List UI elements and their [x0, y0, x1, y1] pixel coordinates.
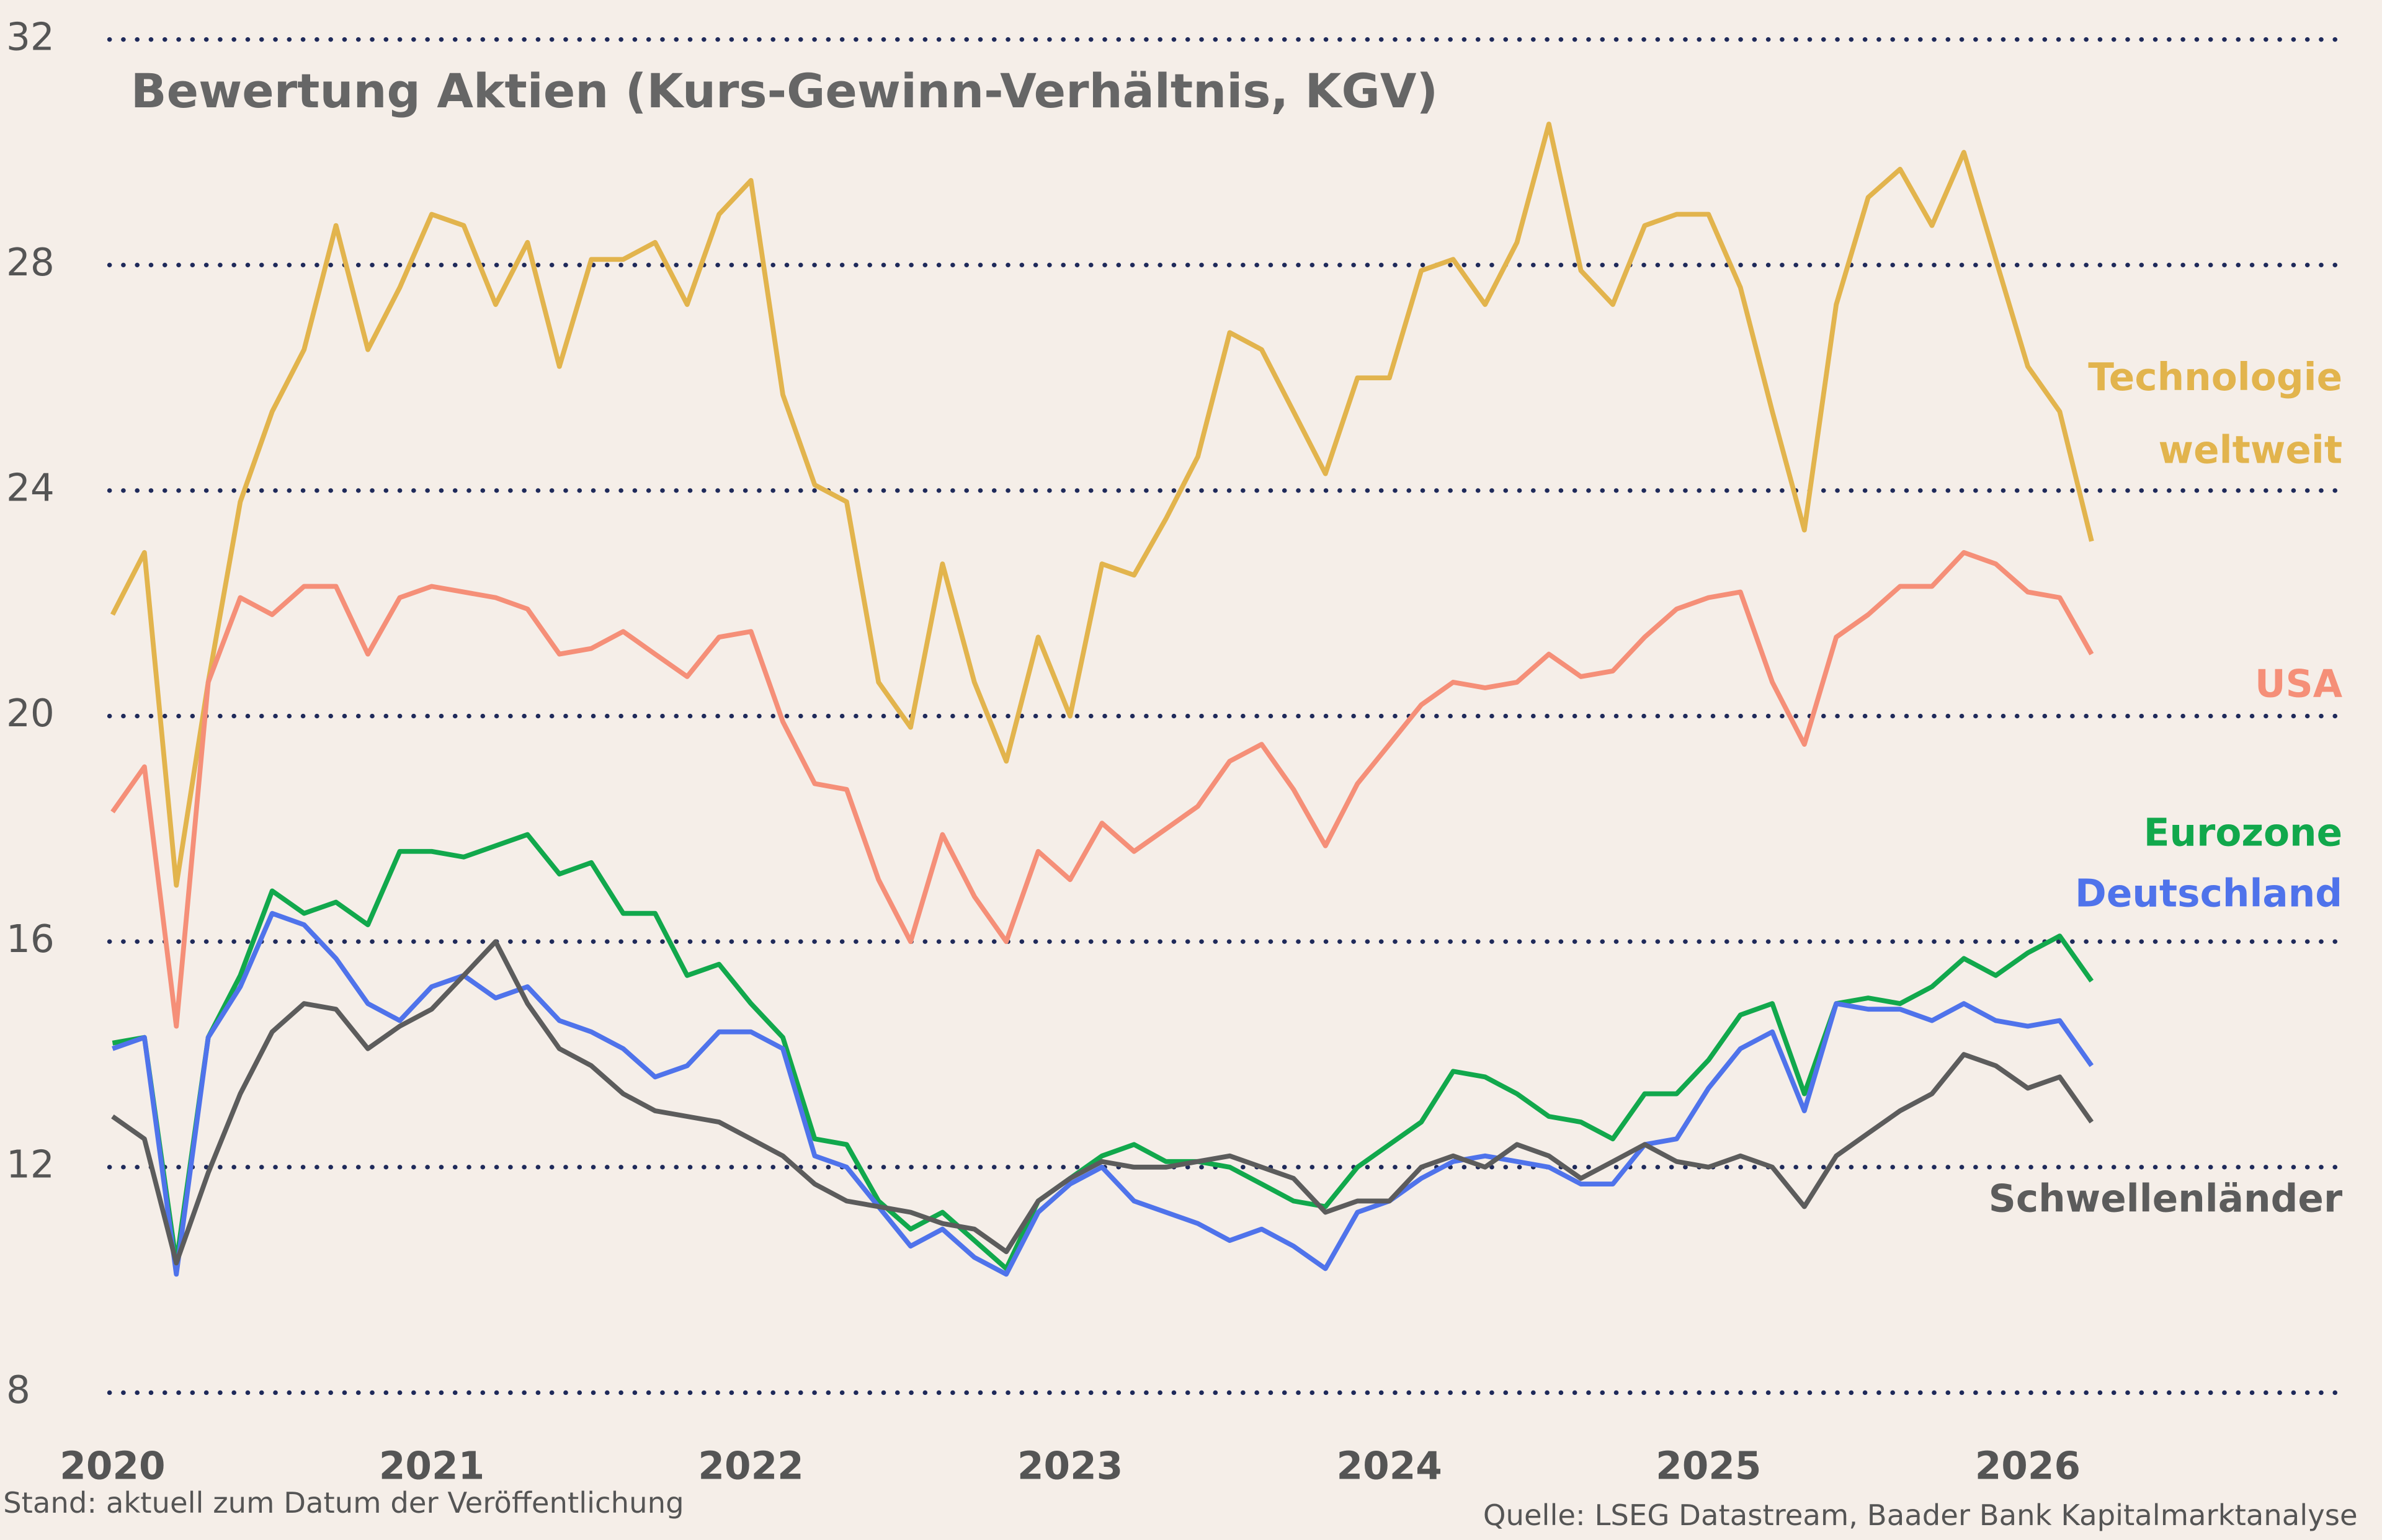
series-line [111, 939, 2094, 1266]
x-tick-label: 2025 [1656, 1444, 1761, 1489]
series-line [110, 550, 2094, 1029]
x-tick-label: 2022 [698, 1444, 803, 1489]
y-tick-label: 20 [6, 692, 55, 736]
y-tick-label: 32 [6, 15, 55, 59]
series-label-line: Technologie [2088, 355, 2342, 399]
series-label: Technologie weltweit [2088, 355, 2342, 473]
y-tick-label: 12 [6, 1142, 55, 1186]
y-tick-label: 16 [6, 917, 55, 961]
y-tick-label: 8 [6, 1368, 30, 1412]
source: Quelle: LSEG Datastream, Baader Bank Kap… [1483, 1498, 2358, 1532]
series-line [112, 910, 2094, 1277]
y-tick-label: 24 [6, 466, 55, 510]
series-label-line: weltweit [2159, 428, 2343, 472]
footnote: Stand: aktuell zum Datum der Veröffentli… [3, 1486, 684, 1520]
x-tick-label: 2026 [1975, 1444, 2081, 1489]
series-label: Deutschland [2075, 871, 2342, 915]
x-tick-label: 2024 [1337, 1444, 1442, 1489]
series-line [112, 832, 2094, 1271]
x-tick-label: 2021 [379, 1444, 484, 1489]
x-tick-label: 2023 [1017, 1444, 1123, 1489]
series-label: USA [2255, 662, 2343, 706]
series-label: Eurozone [2144, 811, 2342, 855]
series-label: Schwellenländer [1989, 1177, 2342, 1221]
y-tick-label: 28 [6, 241, 55, 285]
x-tick-label: 2020 [60, 1444, 165, 1489]
series-line [110, 122, 2094, 888]
chart-title: Bewertung Aktien (Kurs-Gewinn-Verhältnis… [131, 64, 1438, 118]
